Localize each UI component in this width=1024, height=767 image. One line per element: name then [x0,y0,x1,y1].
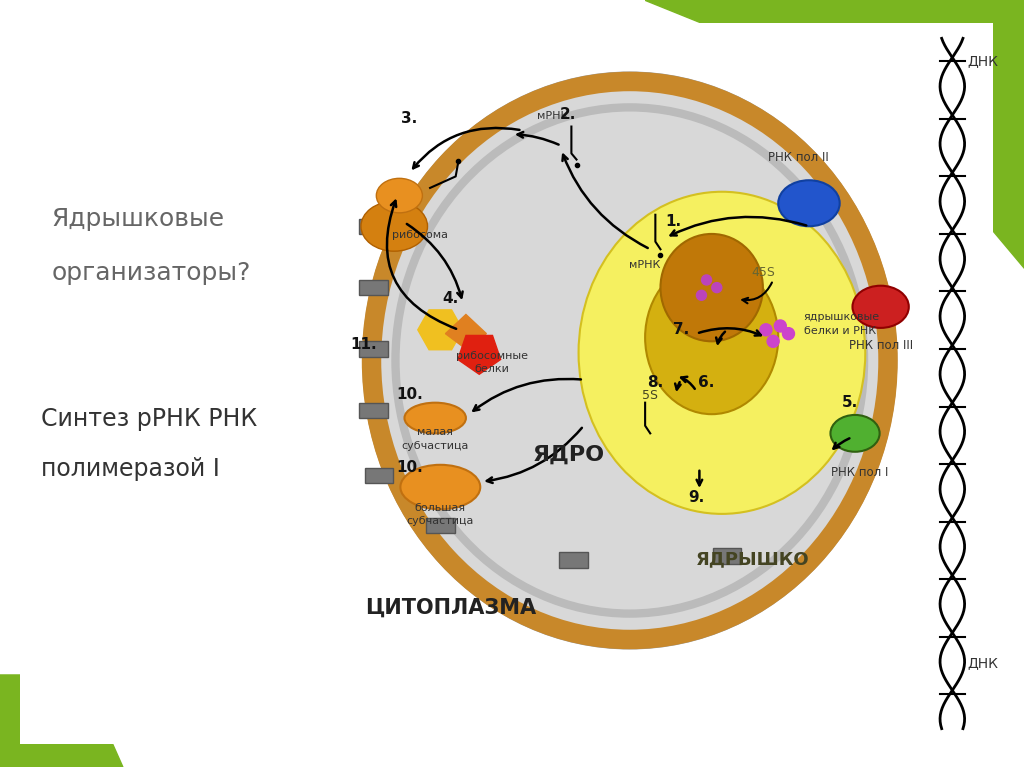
Text: полимеразой I: полимеразой I [41,456,220,481]
Text: рибосомные
белки: рибосомные белки [456,351,527,374]
Bar [359,341,388,357]
Ellipse shape [660,234,763,341]
Text: 5.: 5. [842,394,858,410]
Text: 6.: 6. [698,375,715,390]
Circle shape [712,282,722,293]
Bar [713,548,741,564]
Ellipse shape [645,261,778,414]
Text: РНК пол I: РНК пол I [831,466,889,479]
Text: РНК пол III: РНК пол III [849,339,912,352]
Ellipse shape [404,403,466,433]
Text: 4.: 4. [442,291,459,306]
Polygon shape [445,314,486,349]
Text: Ядрышковые: Ядрышковые [51,207,224,232]
Text: большая
субчастица: большая субчастица [407,502,474,526]
Text: 2.: 2. [560,107,577,122]
Circle shape [760,324,772,336]
Ellipse shape [364,73,896,648]
Polygon shape [799,0,1024,268]
Circle shape [774,320,786,332]
Bar [359,403,388,418]
Text: Синтез рРНК РНК: Синтез рРНК РНК [41,407,257,431]
Bar [359,280,388,295]
Circle shape [767,335,779,347]
Text: 9.: 9. [688,490,705,505]
Text: 10.: 10. [396,459,423,475]
Text: организаторы?: организаторы? [51,261,251,285]
Text: 45S: 45S [751,266,775,279]
Ellipse shape [852,285,909,328]
Polygon shape [645,0,1024,153]
Text: рибосома: рибосома [392,230,447,240]
Text: 11.: 11. [350,337,377,352]
Ellipse shape [778,180,840,226]
Text: 7.: 7. [673,321,689,337]
Text: РНК пол II: РНК пол II [768,151,829,164]
Ellipse shape [830,415,880,452]
Text: ДНК: ДНК [968,54,998,68]
Text: ЯДРО: ЯДРО [532,444,604,464]
Ellipse shape [377,179,423,213]
Text: малая
субчастица: малая субчастица [401,427,469,451]
Text: ДНК: ДНК [968,657,998,670]
Ellipse shape [579,192,865,514]
Circle shape [696,290,707,301]
Polygon shape [0,675,123,767]
Text: ЦИТОПЛАЗМА: ЦИТОПЛАЗМА [365,597,537,617]
Bar [559,552,588,568]
Circle shape [782,328,795,340]
Bar [426,518,455,533]
Text: 5S: 5S [642,389,658,402]
Text: ядрышковые
белки и РНК: ядрышковые белки и РНК [804,312,880,336]
Bar [365,468,393,483]
Text: 10.: 10. [396,387,423,402]
Text: мРНК: мРНК [630,261,660,271]
Ellipse shape [361,201,428,252]
Circle shape [701,275,712,285]
Polygon shape [458,335,501,374]
Ellipse shape [400,465,480,509]
Bar [359,219,388,234]
Text: 3.: 3. [401,110,418,126]
Text: 1.: 1. [666,214,682,229]
Polygon shape [418,310,463,350]
Text: мРНК: мРНК [538,111,568,121]
Polygon shape [645,0,1024,230]
Text: 8.: 8. [647,375,664,390]
Text: ЯДРЫШКО: ЯДРЫШКО [696,550,809,568]
FancyBboxPatch shape [20,23,993,744]
